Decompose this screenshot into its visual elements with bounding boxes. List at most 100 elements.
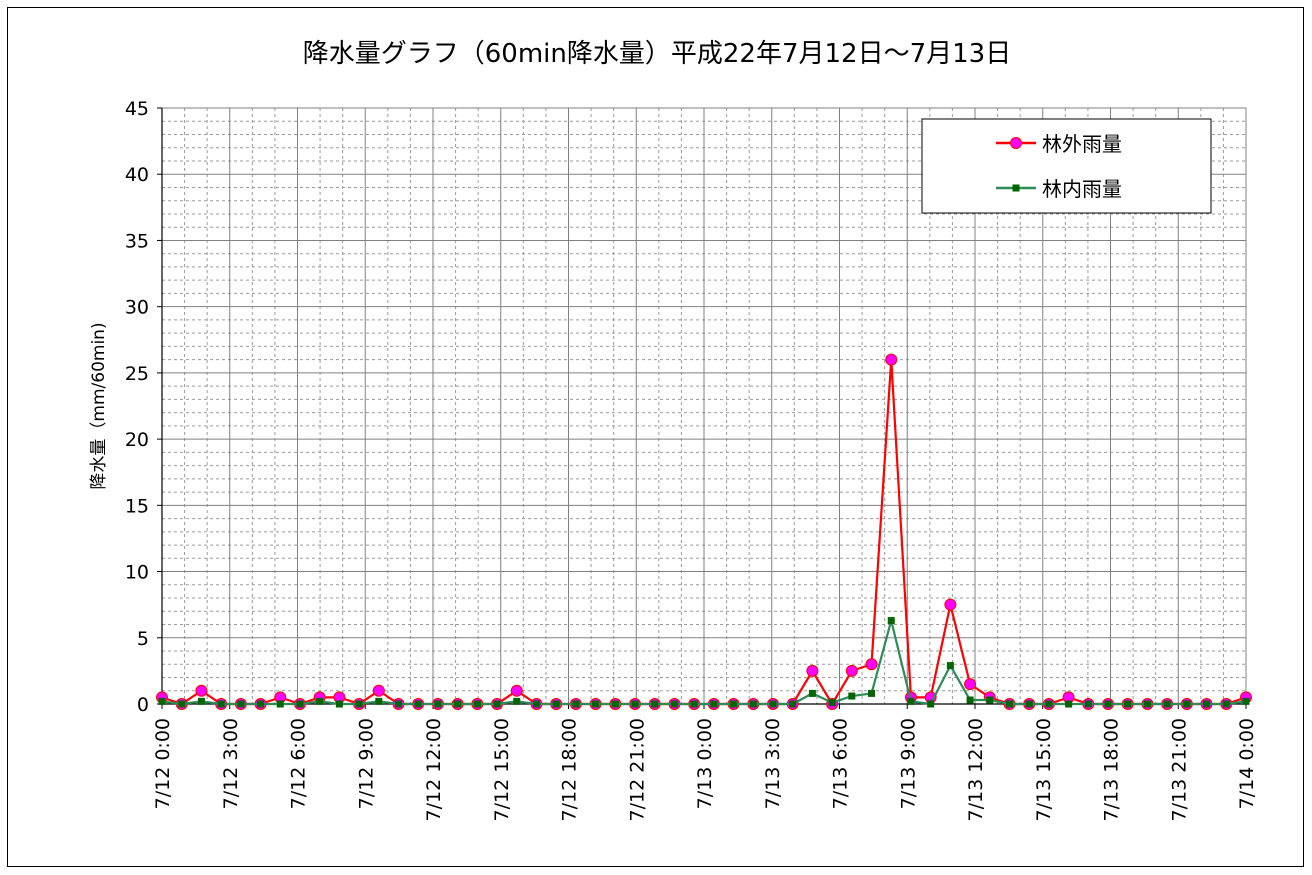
- legend-entry-inside: 林内雨量: [1042, 177, 1122, 201]
- x-tick-label: 7/14 0:00: [1236, 718, 1258, 809]
- x-tick-label: 7/13 3:00: [762, 718, 784, 809]
- data-point-inside: [927, 700, 935, 708]
- x-tick-label: 7/13 6:00: [830, 718, 852, 809]
- data-point-inside: [395, 700, 403, 708]
- data-point-inside: [1065, 700, 1073, 708]
- data-point-outside: [964, 678, 977, 691]
- y-tick-label: 40: [125, 164, 149, 186]
- x-tick-label: 7/12 12:00: [423, 718, 445, 821]
- data-point-inside: [1163, 700, 1171, 708]
- data-point-inside: [690, 700, 698, 708]
- data-point-inside: [454, 700, 462, 708]
- data-point-inside: [355, 700, 363, 708]
- legend-entry-outside: 林外雨量: [1042, 132, 1122, 156]
- data-point-inside: [651, 700, 659, 708]
- data-point-inside: [769, 700, 777, 708]
- data-point-inside: [1203, 700, 1211, 708]
- data-point-inside: [907, 697, 915, 705]
- y-tick-label: 15: [125, 495, 149, 517]
- data-point-inside: [335, 700, 343, 708]
- y-tick-label: 45: [125, 98, 149, 120]
- data-point-inside: [552, 700, 560, 708]
- data-point-inside: [986, 696, 994, 704]
- legend-marker-inside: [1012, 184, 1020, 192]
- y-tick-label: 10: [125, 562, 149, 584]
- y-tick-label: 35: [125, 230, 149, 252]
- legend-marker-outside: [1010, 137, 1022, 149]
- x-tick-label: 7/12 3:00: [220, 718, 242, 809]
- data-point-outside: [510, 684, 523, 697]
- y-tick-label: 20: [125, 429, 149, 451]
- y-tick-label: 30: [125, 297, 149, 319]
- data-point-inside: [808, 689, 816, 697]
- x-tick-label: 7/13 21:00: [1168, 718, 1190, 821]
- x-tick-label: 7/12 18:00: [559, 718, 581, 821]
- data-point-inside: [532, 700, 540, 708]
- chart-title: 降水量グラフ（60min降水量）平成22年7月12日～7月13日: [303, 39, 1011, 69]
- data-point-inside: [1222, 700, 1230, 708]
- data-point-inside: [966, 696, 974, 704]
- data-point-inside: [513, 697, 521, 705]
- x-tick-label: 7/13 12:00: [965, 718, 987, 821]
- x-tick-label: 7/13 0:00: [694, 718, 716, 809]
- data-point-inside: [1084, 700, 1092, 708]
- data-point-inside: [316, 697, 324, 705]
- data-point-inside: [1025, 700, 1033, 708]
- data-point-inside: [631, 700, 639, 708]
- data-point-inside: [1005, 700, 1013, 708]
- data-point-inside: [868, 689, 876, 697]
- data-point-outside: [195, 684, 208, 697]
- data-point-inside: [1104, 700, 1112, 708]
- x-tick-label: 7/13 15:00: [1033, 718, 1055, 821]
- x-tick-label: 7/13 9:00: [897, 718, 919, 809]
- data-point-outside: [845, 664, 858, 677]
- data-point-inside: [276, 700, 284, 708]
- data-point-inside: [1242, 697, 1250, 705]
- legend: 林外雨量 林内雨量: [921, 118, 1212, 214]
- data-point-inside: [611, 700, 619, 708]
- x-tick-label: 7/12 6:00: [288, 718, 310, 809]
- x-tick-label: 7/12 9:00: [355, 718, 377, 809]
- data-point-inside: [493, 700, 501, 708]
- x-tick-label: 7/13 18:00: [1101, 718, 1123, 821]
- data-point-inside: [1124, 700, 1132, 708]
- data-point-inside: [1045, 700, 1053, 708]
- data-point-inside: [197, 697, 205, 705]
- y-tick-label: 5: [137, 628, 149, 650]
- data-point-inside: [710, 700, 718, 708]
- x-tick-label: 7/12 15:00: [491, 718, 513, 821]
- x-tick-label: 7/12 0:00: [152, 718, 174, 809]
- data-point-inside: [296, 700, 304, 708]
- data-point-inside: [375, 697, 383, 705]
- data-point-inside: [158, 697, 166, 705]
- data-point-inside: [237, 700, 245, 708]
- data-point-outside: [865, 658, 878, 671]
- data-point-inside: [434, 700, 442, 708]
- data-point-inside: [887, 617, 895, 625]
- data-point-inside: [592, 700, 600, 708]
- x-tick-label: 7/12 21:00: [626, 718, 648, 821]
- data-point-inside: [572, 700, 580, 708]
- data-point-inside: [217, 700, 225, 708]
- y-tick-label: 25: [125, 363, 149, 385]
- data-point-inside: [749, 700, 757, 708]
- data-point-inside: [1183, 700, 1191, 708]
- data-point-inside: [730, 700, 738, 708]
- data-point-inside: [946, 662, 954, 670]
- y-tick-label: 0: [137, 694, 149, 716]
- data-point-inside: [257, 700, 265, 708]
- data-point-inside: [473, 700, 481, 708]
- data-point-inside: [670, 700, 678, 708]
- data-point-inside: [828, 699, 836, 707]
- legend-box: [921, 118, 1212, 214]
- data-point-inside: [178, 700, 186, 708]
- y-axis-label: 降水量（mm/60min): [89, 322, 109, 489]
- data-point-outside: [372, 684, 385, 697]
- data-point-inside: [789, 700, 797, 708]
- data-point-outside: [944, 598, 957, 611]
- data-point-outside: [885, 353, 898, 366]
- data-point-inside: [848, 692, 856, 700]
- data-point-inside: [1143, 700, 1151, 708]
- data-point-outside: [806, 664, 819, 677]
